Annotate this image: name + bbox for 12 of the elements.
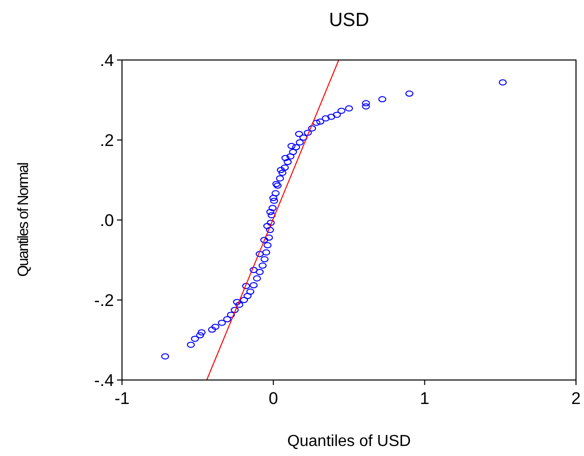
y-tick-label: -.4 xyxy=(94,370,114,390)
y-tick-label: .2 xyxy=(100,130,114,150)
x-tick-label: 0 xyxy=(268,389,278,408)
x-tick-label: 2 xyxy=(571,389,581,408)
x-tick-label: -1 xyxy=(114,389,130,408)
x-tick-label: 1 xyxy=(420,389,430,408)
chart-title: USD xyxy=(328,10,370,31)
y-tick-label: .4 xyxy=(100,50,114,70)
y-axis-title: Quantiles of Normal xyxy=(15,162,32,277)
y-tick-label: .0 xyxy=(100,210,114,230)
x-axis-title: Quantiles of USD xyxy=(287,433,411,450)
y-tick-label: -.2 xyxy=(94,290,114,310)
